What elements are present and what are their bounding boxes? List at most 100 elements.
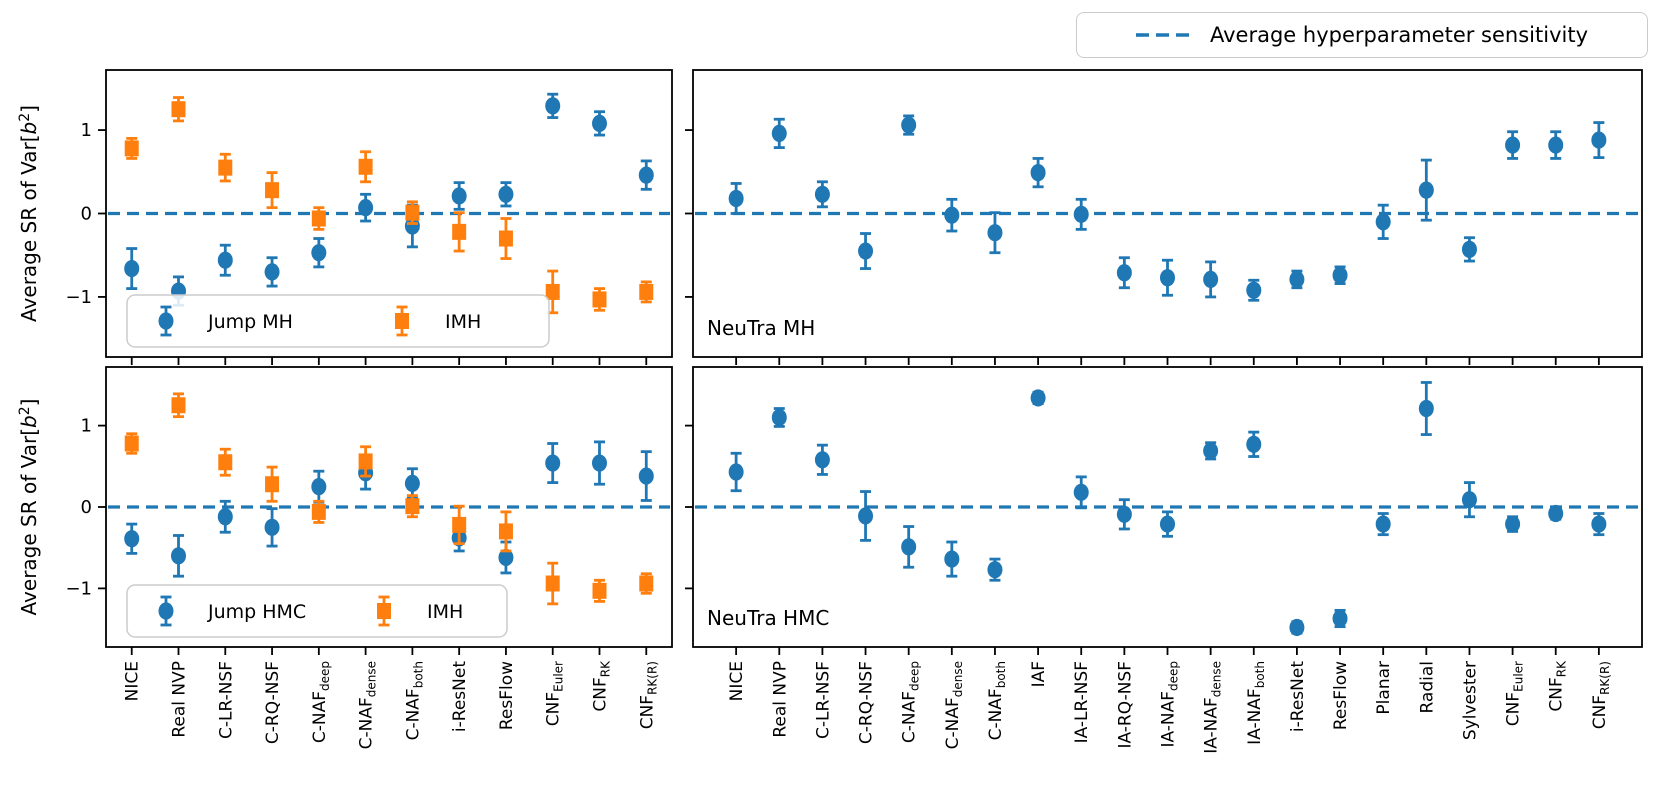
x-tick-label: IAF xyxy=(1029,661,1049,687)
data-point-marker xyxy=(311,503,326,520)
x-tick-label: IA-NAFdeep xyxy=(1159,661,1181,748)
legend-marker xyxy=(377,603,391,619)
data-point-marker xyxy=(901,538,917,556)
x-tick-label: C-RQ-NSF xyxy=(857,661,877,744)
data-point-marker xyxy=(545,283,560,300)
data-point-marker xyxy=(814,185,830,203)
panel-legend: Jump HMC IMH xyxy=(126,584,508,638)
x-tick-label: IA-NAFdense xyxy=(1202,661,1224,754)
data-point-marker xyxy=(901,116,917,134)
dashed-line-icon xyxy=(1135,32,1192,38)
figure-legend-label: Average hyperparameter sensitivity xyxy=(1209,23,1588,47)
data-point-marker xyxy=(639,575,654,592)
x-tick-label: i-ResNet xyxy=(450,661,470,732)
data-point-marker xyxy=(1246,435,1262,453)
data-point-marker xyxy=(124,435,139,452)
x-tick-label: C-NAFdeep xyxy=(310,661,332,743)
data-point-marker xyxy=(358,158,373,175)
data-point-marker xyxy=(987,224,1003,242)
x-tick-label: Radial xyxy=(1417,661,1437,714)
data-point-marker xyxy=(591,454,607,472)
legend-item-label: Jump HMC xyxy=(207,601,306,623)
data-point-marker xyxy=(771,408,787,427)
data-point-marker xyxy=(171,101,186,118)
data-point-marker xyxy=(1116,505,1132,523)
data-point-marker xyxy=(451,187,467,205)
data-point-marker xyxy=(404,474,420,492)
data-point-marker xyxy=(638,166,654,184)
x-tick-label: CNFRK xyxy=(1547,660,1569,712)
data-point-marker xyxy=(311,478,327,496)
data-point-marker xyxy=(1461,491,1477,509)
panel-legend-box xyxy=(126,294,550,348)
x-tick-label: C-NAFdense xyxy=(943,661,965,749)
data-point-marker xyxy=(1203,270,1219,289)
data-point-marker xyxy=(858,507,874,525)
x-tick-label: CNFRK(R) xyxy=(637,661,659,729)
data-point-marker xyxy=(545,454,561,472)
data-point-marker xyxy=(1289,618,1305,637)
data-point-marker xyxy=(1073,205,1089,223)
data-point-marker xyxy=(171,397,186,414)
data-point-marker xyxy=(358,453,373,470)
panel-top-left: 1 0 −1 Jump MH IMH xyxy=(65,69,673,365)
legend-item-label: Jump MH xyxy=(207,311,293,333)
data-point-marker xyxy=(1548,504,1564,523)
x-tick-label: IA-RQ-NSF xyxy=(1115,661,1135,749)
x-tick-label: Sylvester xyxy=(1460,661,1480,740)
data-point-marker xyxy=(1203,442,1219,460)
x-tick-label: C-LR-NSF xyxy=(813,661,833,739)
data-point-marker xyxy=(592,582,607,599)
panel-bottom-left: 1 0 −1 NICE Real NVP C-LR-NSF C-RQ-NSF C-NAFdee… xyxy=(65,366,673,749)
data-point-marker xyxy=(498,548,514,567)
data-point-marker xyxy=(1505,515,1521,533)
x-tick-label: Planar xyxy=(1374,661,1394,715)
data-point-marker xyxy=(498,185,514,203)
x-tick-label: CNFEuler xyxy=(1504,661,1526,726)
legend-marker xyxy=(395,313,409,329)
data-point-marker xyxy=(1160,269,1175,287)
x-tick-label: ResFlow xyxy=(1331,661,1351,730)
data-point-marker xyxy=(944,550,960,568)
data-point-marker xyxy=(218,454,233,471)
data-point-marker xyxy=(217,508,233,526)
panel-legend-box xyxy=(126,584,508,638)
data-point-marker xyxy=(217,251,233,269)
data-point-marker xyxy=(452,223,467,240)
data-point-marker xyxy=(405,498,420,515)
y-tick-label: 1 xyxy=(81,120,92,141)
figure-legend: Average hyperparameter sensitivity xyxy=(1076,12,1648,58)
panel-tag: NeuTra HMC xyxy=(707,606,829,630)
data-point-marker xyxy=(264,518,280,536)
panel-bottom-right: NICE Real NVP C-LR-NSF C-RQ-NSF C-NAFdeep C-N… xyxy=(685,366,1643,754)
x-tick-label: NICE xyxy=(727,661,747,701)
y-tick-label: 0 xyxy=(81,497,92,518)
y-axis-label: Average SR of Var[b2] xyxy=(17,105,41,322)
x-tick-label: C-NAFdense xyxy=(357,661,379,749)
data-point-marker xyxy=(987,561,1003,579)
x-tick-label: IA-NAFboth xyxy=(1245,661,1267,745)
y-tick-label: 1 xyxy=(81,416,92,437)
data-point-marker xyxy=(405,204,420,221)
data-point-marker xyxy=(1505,136,1521,154)
x-tick-label: Real NVP xyxy=(770,661,790,738)
data-point-marker xyxy=(1461,240,1477,258)
x-tick-label: ResFlow xyxy=(497,661,517,730)
x-tick-label: CNFRK(R) xyxy=(1590,661,1612,729)
data-point-marker xyxy=(1332,609,1348,628)
x-tick-label: C-LR-NSF xyxy=(216,661,236,739)
data-point-marker xyxy=(265,182,280,199)
x-tick-label: C-NAFboth xyxy=(986,661,1008,740)
y-tick-label: −1 xyxy=(65,287,92,308)
data-point-marker xyxy=(1548,136,1564,154)
panel-legend: Jump MH IMH xyxy=(126,294,550,348)
data-point-marker xyxy=(1073,483,1089,501)
data-point-marker xyxy=(858,242,874,260)
data-point-marker xyxy=(592,291,607,308)
data-point-marker xyxy=(728,463,744,481)
data-point-marker xyxy=(814,451,830,469)
data-point-marker xyxy=(728,189,744,208)
x-tick-label: NICE xyxy=(123,661,143,701)
